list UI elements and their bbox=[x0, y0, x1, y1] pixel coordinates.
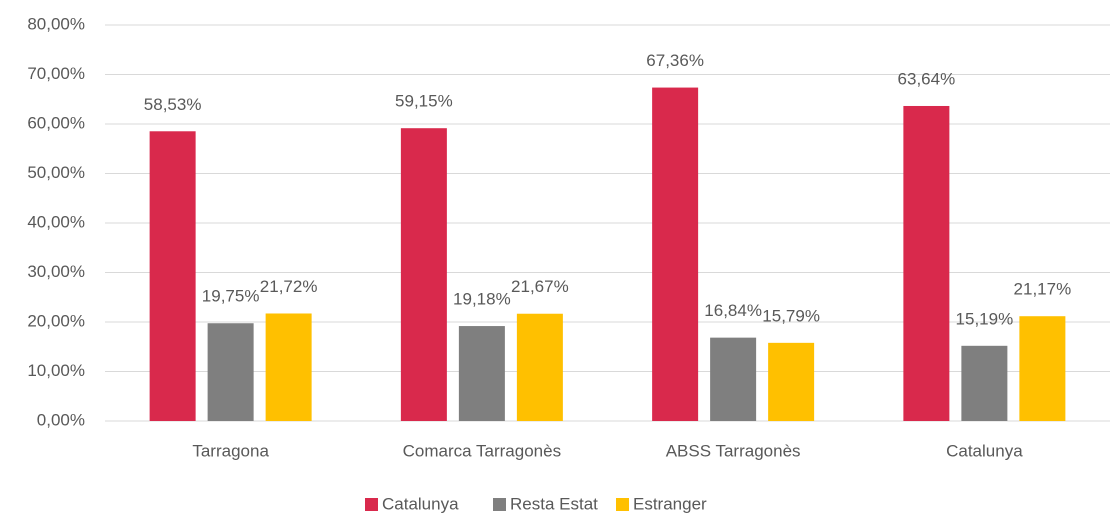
data-label: 63,64% bbox=[898, 69, 956, 88]
legend-swatch bbox=[493, 498, 506, 511]
y-tick-label: 10,00% bbox=[27, 361, 85, 380]
legend-swatch bbox=[616, 498, 629, 511]
data-label: 16,84% bbox=[704, 301, 762, 320]
legend-label: Resta Estat bbox=[510, 494, 598, 513]
bar bbox=[903, 105, 950, 422]
y-tick-label: 20,00% bbox=[27, 311, 85, 330]
y-tick-label: 30,00% bbox=[27, 262, 85, 281]
y-tick-label: 80,00% bbox=[27, 14, 85, 33]
y-tick-label: 60,00% bbox=[27, 113, 85, 132]
data-label: 19,75% bbox=[202, 287, 260, 306]
bar bbox=[652, 87, 699, 422]
data-label: 15,79% bbox=[762, 306, 820, 325]
bar bbox=[458, 326, 505, 421]
x-tick-label: Comarca Tarragonès bbox=[403, 441, 561, 460]
data-label: 59,15% bbox=[395, 92, 453, 111]
data-label: 19,18% bbox=[453, 290, 511, 309]
data-label: 15,19% bbox=[956, 309, 1014, 328]
data-label: 21,72% bbox=[260, 277, 318, 296]
data-label: 67,36% bbox=[646, 51, 704, 70]
bar bbox=[961, 345, 1008, 421]
y-tick-label: 40,00% bbox=[27, 212, 85, 231]
bar bbox=[149, 131, 196, 422]
bar bbox=[710, 337, 757, 421]
y-tick-label: 0,00% bbox=[37, 410, 85, 429]
x-tick-label: Catalunya bbox=[946, 441, 1023, 460]
legend-label: Estranger bbox=[633, 494, 707, 513]
bar bbox=[1019, 316, 1066, 421]
legend-swatch bbox=[365, 498, 378, 511]
bar bbox=[400, 128, 447, 421]
bar bbox=[207, 323, 254, 421]
y-tick-label: 70,00% bbox=[27, 64, 85, 83]
data-label: 21,17% bbox=[1014, 280, 1072, 299]
bar bbox=[265, 313, 312, 421]
legend-label: Catalunya bbox=[382, 494, 459, 513]
data-label: 58,53% bbox=[144, 95, 202, 114]
bar bbox=[516, 313, 563, 421]
x-tick-label: Tarragona bbox=[192, 441, 269, 460]
x-tick-label: ABSS Tarragonès bbox=[666, 441, 801, 460]
y-tick-label: 50,00% bbox=[27, 163, 85, 182]
bar bbox=[768, 342, 815, 421]
data-label: 21,67% bbox=[511, 277, 569, 296]
